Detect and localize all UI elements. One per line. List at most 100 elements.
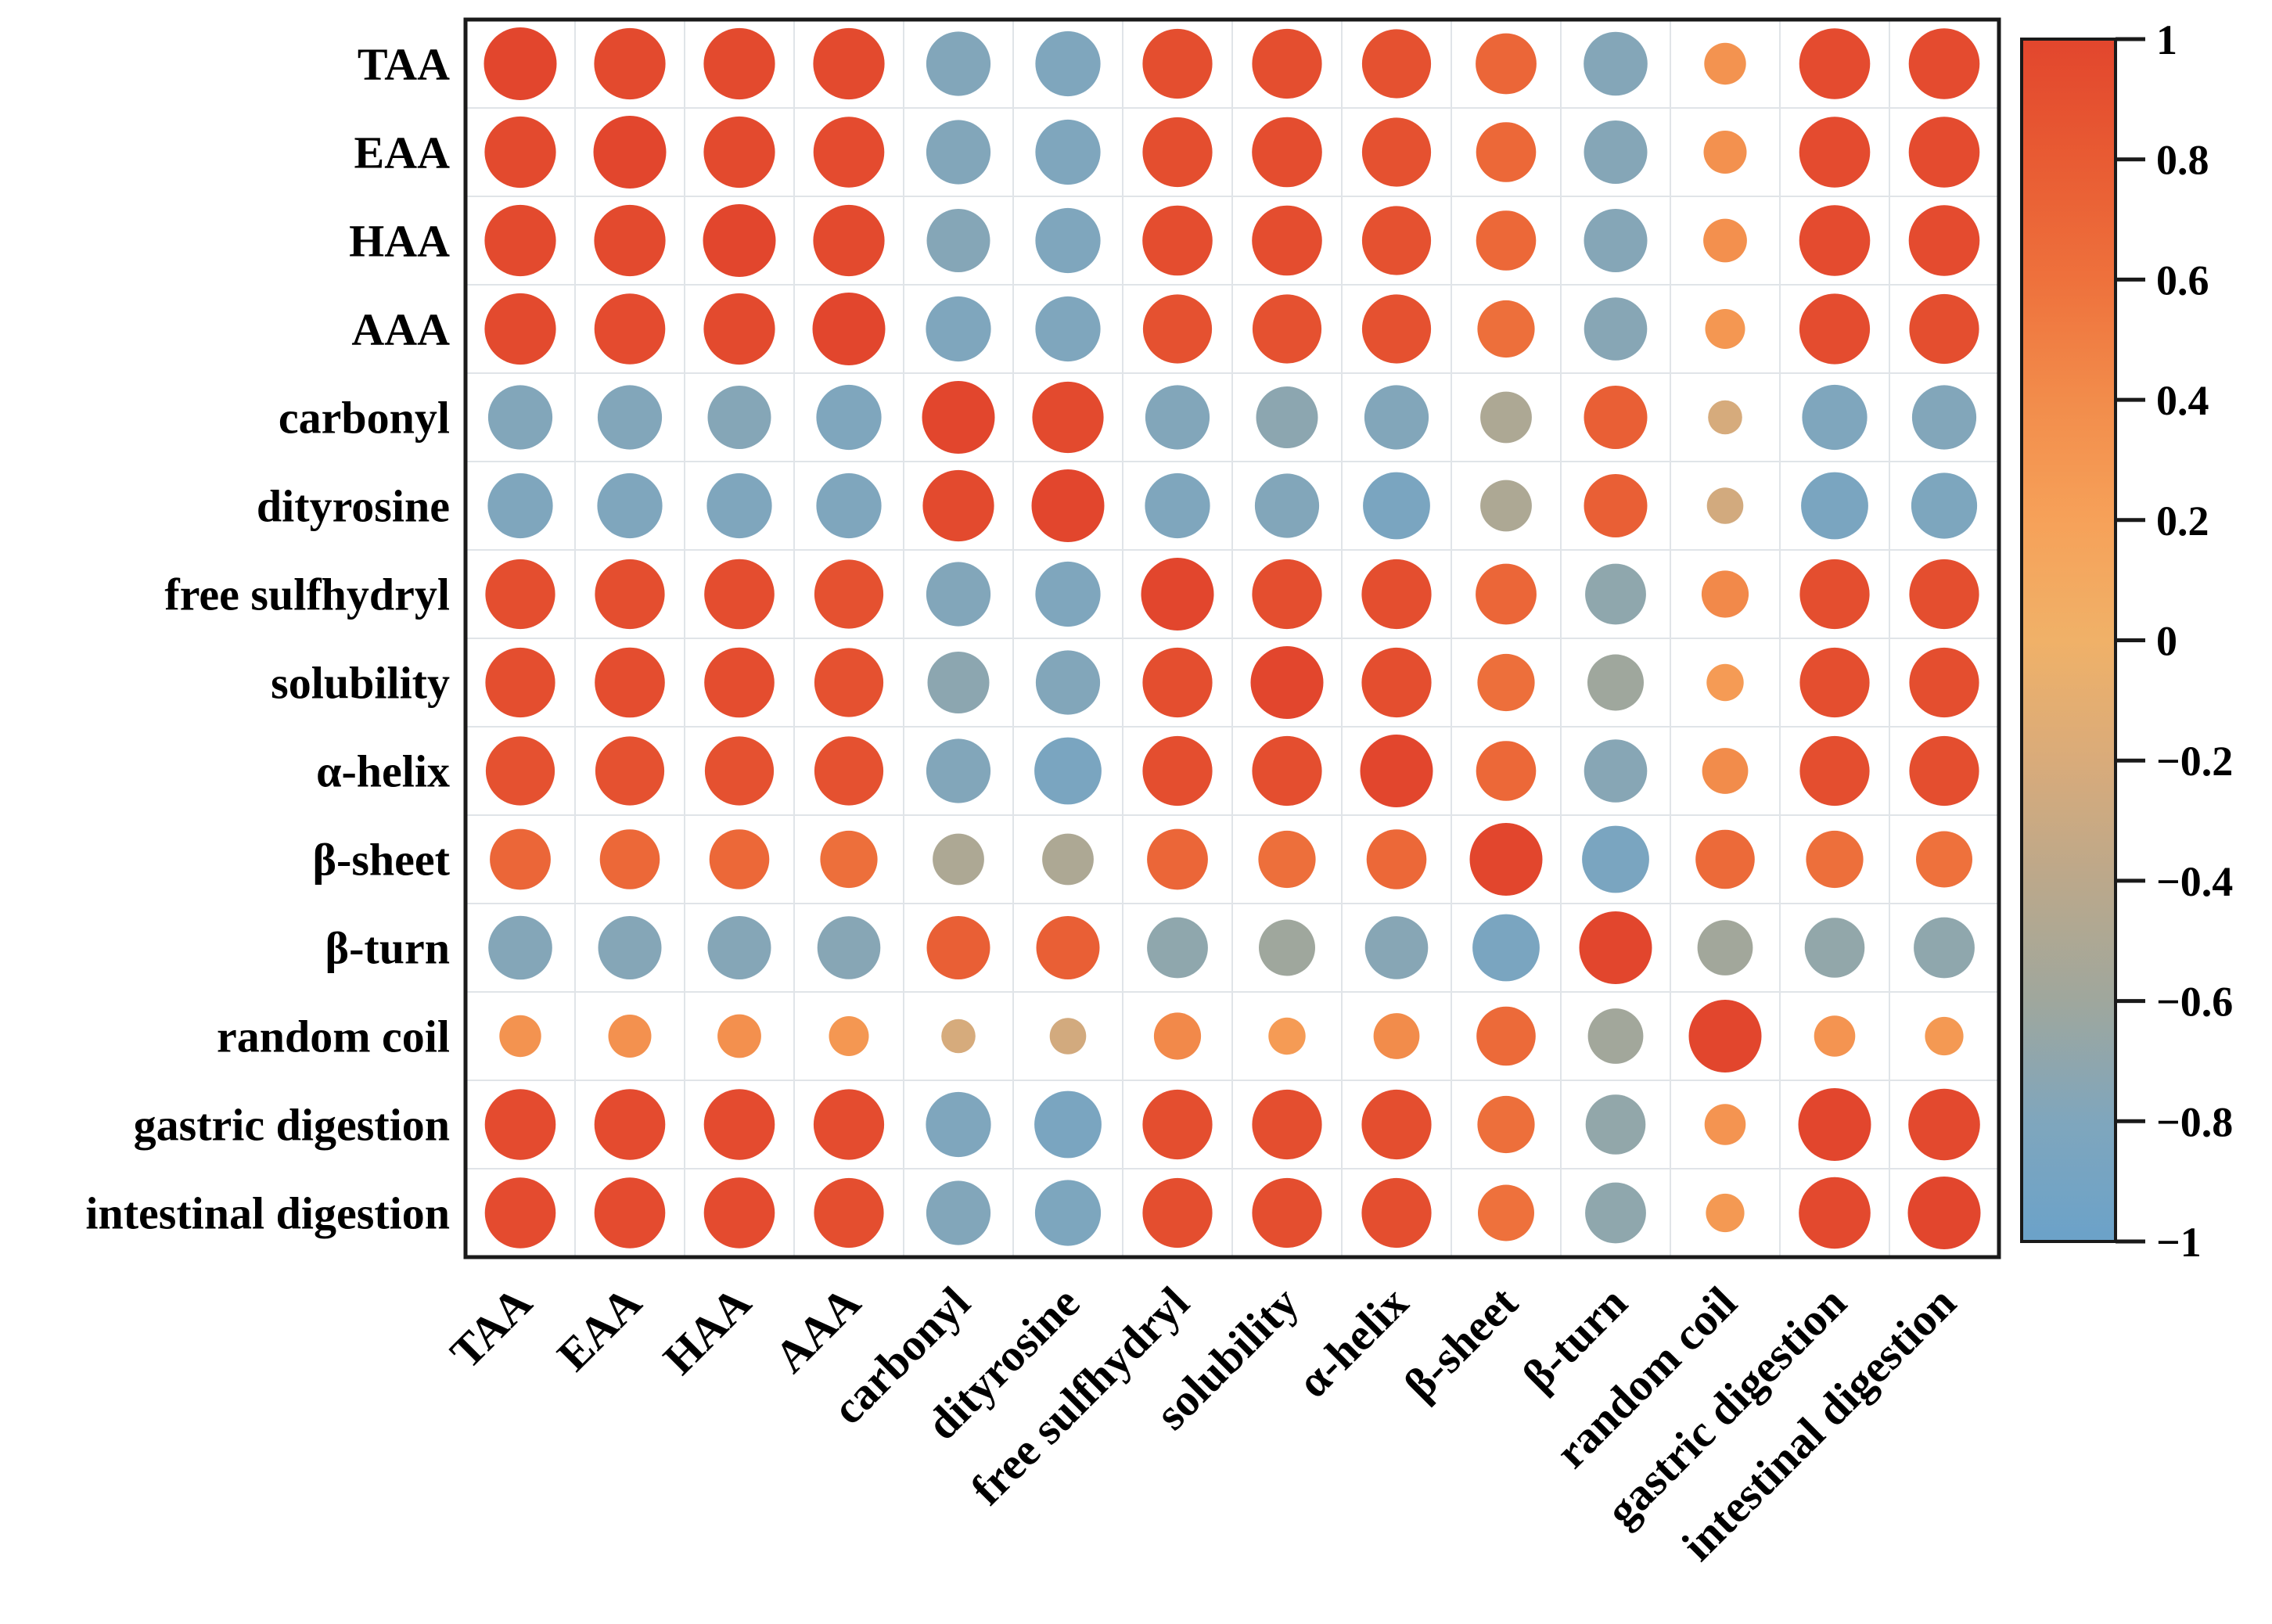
correlation-circle [926,738,991,803]
correlation-circle [1706,663,1744,702]
correlation-circle [485,647,555,718]
correlation-circle [1252,28,1322,99]
correlation-circle [1252,735,1322,807]
correlation-circle [1035,650,1101,715]
correlation-circle [594,1089,666,1160]
correlation-circle [703,1177,775,1249]
correlation-circle [1031,469,1105,542]
correlation-circle [1697,920,1753,975]
correlation-circle [1361,117,1432,187]
correlation-circle [812,293,886,365]
correlation-circle [1477,1095,1535,1154]
correlation-circle [1799,117,1871,188]
y-axis-label: random coil [217,1011,450,1062]
colorbar [2022,39,2116,1241]
correlation-circle [1035,31,1101,97]
colorbar-tick-label: 0.2 [2156,498,2209,544]
correlation-circle [1907,1177,1981,1249]
correlation-circle [1702,748,1749,794]
colorbar-tick-label: −0.8 [2156,1098,2233,1145]
correlation-circle [707,916,771,979]
correlation-circle [484,293,556,365]
correlation-circle [1049,1018,1087,1055]
y-axis-label: TAA [358,39,450,90]
correlation-circle [484,1177,556,1249]
correlation-circle [1814,1015,1856,1057]
y-axis-label: free sulfhydryl [164,569,450,620]
correlation-circle [1252,117,1322,188]
y-axis-label: dityrosine [257,481,450,532]
correlation-circle [1034,1090,1102,1159]
correlation-circle [1706,1193,1745,1233]
correlation-circle [1908,1088,1980,1161]
correlation-circle [1799,735,1870,807]
correlation-circle [703,1089,775,1160]
correlation-circle [490,828,551,890]
correlation-circle [1706,487,1744,524]
correlation-circle [1361,1089,1432,1160]
correlation-circle [813,204,885,277]
correlation-circle [926,1180,991,1245]
correlation-circle [499,1015,541,1058]
correlation-circle [1034,1180,1102,1246]
correlation-circle [1925,1016,1964,1056]
correlation-circle [1268,1017,1306,1055]
y-axis-label: EAA [354,128,451,178]
colorbar-tick-label: −0.2 [2156,738,2233,785]
correlation-circle [814,736,884,806]
correlation-circle [485,559,555,630]
y-axis-label: α-helix [316,746,450,797]
correlation-circle [1799,1177,1871,1249]
y-axis-label: β-sheet [312,835,450,886]
correlation-circle [595,647,665,718]
correlation-circle [484,27,557,100]
correlation-circle [1364,385,1429,450]
correlation-circle [599,829,660,889]
correlation-circle [1708,400,1742,435]
correlation-circle [1142,647,1213,718]
correlation-circle [1469,823,1543,896]
correlation-circle [1363,472,1430,540]
correlation-circle [1252,205,1322,276]
correlation-circle [1360,735,1433,807]
correlation-circle [1366,829,1427,889]
correlation-circle [1703,131,1747,174]
correlation-circle [1476,122,1537,182]
correlation-circle [1701,570,1749,618]
correlation-circle [941,1019,976,1054]
correlation-circle [594,1177,666,1249]
colorbar-tick-label: 0 [2156,618,2177,665]
correlation-circle [1145,472,1210,539]
colorbar-tick-label: −1 [2156,1219,2202,1266]
correlation-circle [1477,300,1535,358]
correlation-circle [1252,294,1322,364]
correlation-circle [1584,31,1648,96]
correlation-circle [1688,1000,1762,1072]
correlation-circle [1361,294,1432,364]
correlation-circle [1584,474,1648,537]
correlation-circle [1373,1013,1420,1059]
correlation-circle [1908,28,1980,99]
plot-border [463,17,2001,1259]
correlation-circle [1587,654,1644,711]
correlation-circle [594,204,666,277]
correlation-circle [1252,1089,1322,1160]
correlation-circle [933,833,984,886]
correlation-circle [926,209,990,272]
correlation-circle [926,1091,991,1158]
correlation-circle [1908,117,1980,188]
correlation-circle [1911,472,1978,539]
correlation-circle [927,652,990,713]
correlation-circle [1364,916,1429,979]
correlation-circle [1036,916,1100,979]
correlation-circle [1142,28,1213,99]
correlation-circle [1582,825,1649,893]
correlation-circle [1142,117,1213,188]
correlation-circle [813,117,885,188]
correlation-circle [1142,735,1213,807]
correlation-circle [1909,647,1979,718]
correlation-circle [1704,42,1746,85]
correlation-circle [1909,559,1979,630]
